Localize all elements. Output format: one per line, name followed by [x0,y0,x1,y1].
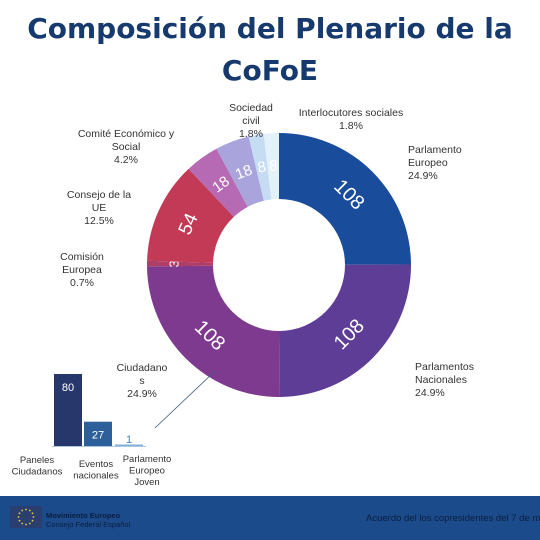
eu-flag-icon [10,506,42,528]
pie-slice-com [146,260,214,267]
slice-value-label-com: 3 [166,260,181,267]
bar-3 [115,444,143,446]
slice-value-label-soc: 8 [256,158,267,176]
footer-bar: Movimiento Europeo Consejo Federal Españ… [0,496,540,540]
pie-slice-pn [279,264,412,397]
bar-category-label-2: Eventos nacionales [73,459,119,482]
bar-2 [84,421,112,446]
pie-slice-cdr [216,136,264,207]
slice-label-soc: Sociedad civil 1.8% [229,102,273,140]
pie-slice-ciu [147,265,280,397]
slice-value-label-cdr: 18 [233,162,255,184]
brand-subtitle: Consejo Federal Español [46,520,131,529]
slice-label-cue: Consejo de la UE 12.5% [67,189,131,227]
slice-label-ces: Comité Económico y Social 4.2% [78,128,175,166]
brand-logo: Movimiento Europeo Consejo Federal Españ… [46,511,130,529]
page-title-line-1: Composición del Plenario de la [27,12,513,45]
slice-value-label-ces: 18 [209,173,232,197]
pie-slice-int [263,133,279,200]
brand-name: Movimiento Europeo [46,511,121,520]
bar-value-label-1: 80 [62,382,74,394]
pie-slice-cue [147,168,234,263]
bar-value-label-2: 27 [92,430,104,442]
slice-label-ciu: Ciudadano s 24.9% [117,362,168,400]
page-title-line-2: CoFoE [221,54,319,87]
bar-category-label-3: Parlamento Europeo Joven [123,454,172,488]
pie-slice-soc [248,133,272,201]
footnote: Acuerdo del los copresidentes del 7 de m… [366,513,540,524]
sub-bar-chart: 80 Paneles Ciudadanos 27 Eventos nacionales 1 P… [12,374,172,488]
slice-label-pn: Parlamentos Nacionales 24.9% [415,361,474,399]
slice-label-com: Comisión Europea 0.7% [60,251,104,289]
bar-1 [54,374,82,446]
page-title: Composición del Plenario de la CoFoE [0,8,540,92]
slice-label-pe: Parlamento Europeo 24.9% [408,144,462,182]
bar-category-label-1: Paneles Ciudadanos [12,455,63,478]
slice-value-label-int: 8 [269,157,278,174]
pie-slice-ces [188,148,248,217]
pie-slice-pe [279,133,411,265]
bar-value-label-3: 1 [126,434,132,446]
slice-label-int: Interlocutores sociales 1.8% [299,107,403,132]
connector-line [154,370,216,429]
